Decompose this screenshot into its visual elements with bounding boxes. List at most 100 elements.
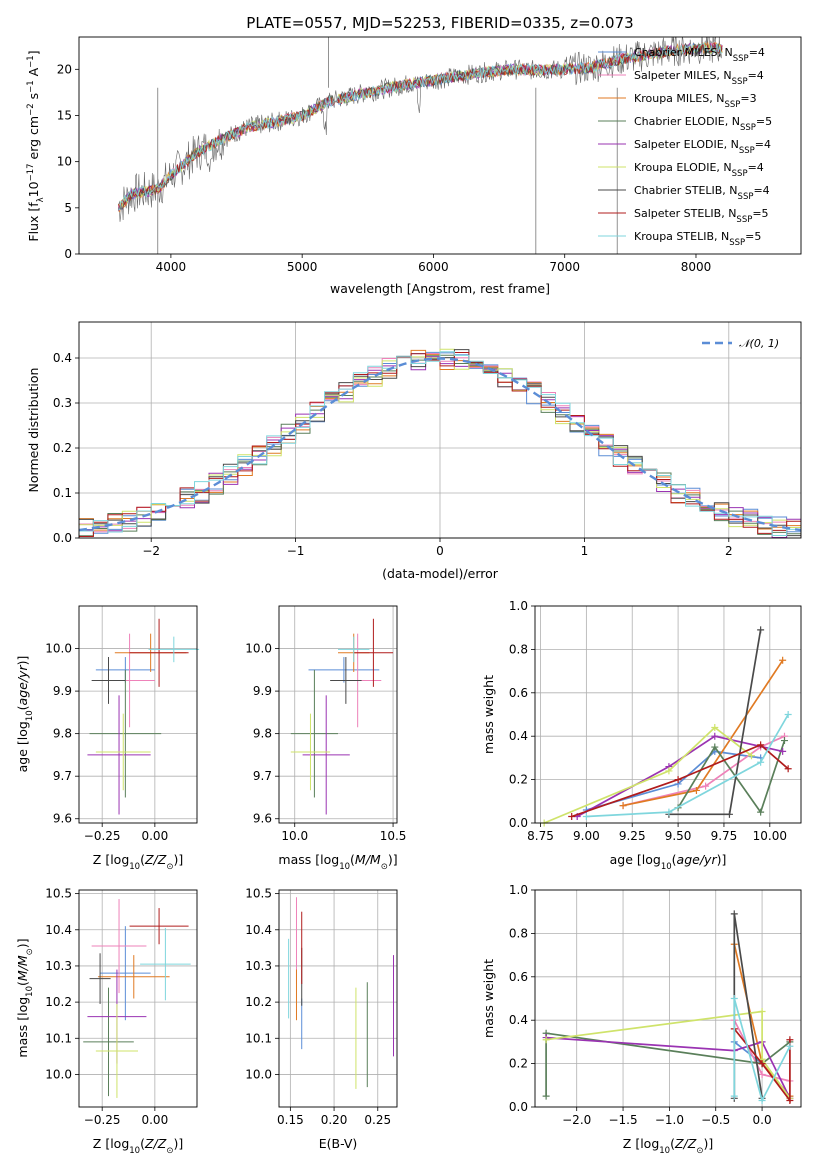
model-spectrum-line	[117, 41, 723, 210]
y-tick-label: 10.0	[45, 1067, 72, 1081]
model-spectrum-line	[117, 42, 723, 211]
plot-area-mass_vs_ebv	[288, 897, 395, 1089]
y-tick-label: 10.5	[45, 887, 72, 901]
y-tick-label: 9.9	[253, 684, 272, 698]
y-tick-label: 0.0	[509, 1100, 528, 1114]
y-tick-label: 0.1	[53, 486, 72, 500]
y-tick-label: 10	[57, 155, 72, 169]
legend-label: Kroupa MILES, NSSP=3	[634, 92, 757, 110]
legend-label: Chabrier MILES, NSSP=4	[634, 46, 765, 64]
y-tick-label: 20	[57, 62, 72, 76]
axes-age_vs_Z: −0.25 0.00 9.6 9.7 9.8 9.9 10.0 Z [log10(Z/Z⊙)]…	[15, 605, 200, 872]
y-tick-label: 9.8	[253, 727, 272, 741]
x-tick-label: 1	[581, 544, 589, 558]
model-spectrum-line	[117, 42, 723, 211]
y-tick-label: 0.2	[509, 1057, 528, 1071]
weight-point-marker	[758, 1008, 766, 1016]
x-tick-label: 0.15	[277, 1113, 304, 1127]
weight-series-line	[586, 714, 789, 818]
model-spectrum-line	[118, 41, 723, 213]
y-tick-label: 1.0	[509, 599, 528, 613]
y-tick-label: 0.3	[53, 396, 72, 410]
weight-point-marker	[568, 812, 576, 820]
normal-curve	[79, 357, 801, 532]
x-tick-label: 10.00	[753, 829, 787, 843]
x-tick-label: −0.25	[84, 829, 121, 843]
weight-series-line	[677, 740, 786, 814]
x-tick-label: 7000	[549, 260, 580, 274]
weight-series-line	[733, 1028, 791, 1104]
model-spectrum-line	[118, 42, 723, 207]
weight-point-marker	[725, 810, 733, 818]
axes-mass_vs_Z: −0.25 0.00 10.0 10.1 10.2 10.3 10.4 10.5 Z [log1…	[15, 887, 198, 1156]
y-tick-label: 0.6	[509, 686, 528, 700]
weight-point-marker	[674, 776, 682, 784]
weight-point-marker	[702, 782, 710, 790]
weight-point-marker	[730, 995, 738, 1002]
model-spectrum-line	[118, 42, 723, 210]
weight-point-marker	[665, 767, 673, 775]
figure-title: PLATE=0557, MJD=52253, FIBERID=0335, z=0…	[246, 14, 633, 32]
axes-age_vs_mass: 10.0 10.5 9.6 9.7 9.8 9.9 10.0 mass [log10(M/M⊙…	[245, 605, 406, 872]
plot-area-weight_vs_Z	[542, 910, 794, 1104]
x-tick-label: 4000	[156, 260, 187, 274]
y-axis-label: mass weight	[481, 675, 496, 754]
y-tick-label: 10.0	[245, 642, 272, 656]
observed-spectrum	[118, 37, 722, 222]
x-tick-label: 8000	[681, 260, 712, 274]
legend-label: Salpeter ELODIE, NSSP=4	[634, 138, 771, 156]
weight-point-marker	[784, 711, 792, 718]
y-tick-label: 10.4	[45, 923, 72, 937]
weight-point-marker	[757, 741, 765, 749]
x-tick-label: 9.75	[711, 829, 738, 843]
y-tick-label: 0.4	[509, 729, 528, 743]
axes-frame	[78, 889, 198, 1108]
y-tick-label: 10.2	[45, 995, 72, 1009]
axes-spectrum: 4000 5000 6000 7000 8000 0 5 10 15 20 wavelength […	[26, 36, 802, 296]
x-tick-label: 9.25	[619, 829, 646, 843]
y-tick-label: 10.4	[245, 923, 272, 937]
plot-area-age_vs_mass	[290, 618, 394, 815]
y-tick-label: 0.0	[53, 531, 72, 545]
x-axis-label: mass [log10(M/M⊙)]	[278, 852, 397, 872]
y-tick-label: 9.6	[53, 812, 72, 826]
x-tick-label: −0.5	[701, 1113, 730, 1127]
y-tick-label: 0	[64, 247, 72, 261]
weight-point-marker	[758, 1070, 766, 1078]
weight-series-line	[543, 726, 753, 824]
plot-area-age_vs_Z	[87, 618, 200, 815]
y-axis-label: Normed distribution	[26, 368, 41, 493]
legend-label: Chabrier STELIB, NSSP=4	[634, 184, 770, 202]
axes-frame	[78, 36, 802, 255]
plot-area-spectrum	[117, 37, 723, 254]
weight-point-marker	[730, 910, 738, 918]
weight-point-marker	[747, 752, 755, 760]
weight-point-marker	[758, 1096, 766, 1104]
x-tick-label: 0.20	[321, 1113, 348, 1127]
x-axis-label: Z [log10(Z/Z⊙)]	[93, 1136, 183, 1156]
weight-point-marker	[779, 656, 787, 664]
x-tick-label: 0	[436, 544, 444, 558]
weight-point-marker	[582, 812, 590, 820]
y-tick-label: 10.5	[245, 887, 272, 901]
weight-point-marker	[780, 737, 788, 745]
weight-point-marker	[757, 626, 765, 634]
weight-point-marker	[730, 1092, 738, 1100]
y-tick-label: 9.9	[53, 684, 72, 698]
legend-label: 𝒩(0, 1)	[739, 337, 779, 350]
y-tick-label: 0.4	[53, 351, 72, 365]
y-tick-label: 10.0	[245, 1067, 272, 1081]
y-tick-label: 10.1	[45, 1031, 72, 1045]
y-tick-label: 10.2	[245, 995, 272, 1009]
legend-label: Chabrier ELODIE, NSSP=5	[634, 115, 772, 133]
weight-point-marker	[665, 808, 673, 816]
x-tick-label: 2	[725, 544, 733, 558]
weight-series-line	[622, 659, 784, 807]
model-spectrum-line	[118, 43, 723, 212]
x-tick-label: −2	[142, 544, 160, 558]
x-tick-label: −2.0	[562, 1113, 591, 1127]
weight-point-marker	[711, 724, 719, 732]
y-tick-label: 1.0	[509, 883, 528, 897]
x-tick-label: 0.00	[141, 1113, 168, 1127]
